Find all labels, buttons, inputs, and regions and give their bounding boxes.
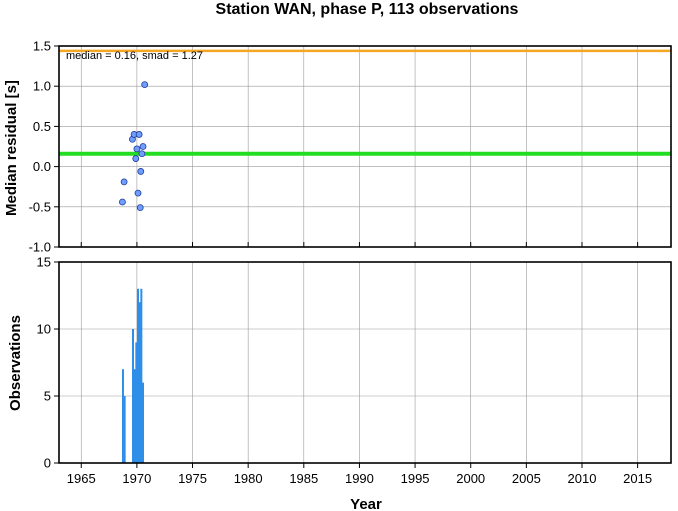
- residual-grid: [59, 45, 671, 248]
- x-tick-label: 2010: [568, 471, 597, 486]
- observation-bar: [123, 396, 126, 463]
- residual-point: [135, 131, 143, 138]
- chart-title: Station WAN, phase P, 113 observations: [216, 1, 519, 18]
- observation-bar: [133, 369, 136, 463]
- residual-point: [138, 150, 146, 158]
- residual-point: [132, 155, 140, 162]
- observation-bar: [140, 288, 143, 463]
- residual-point: [141, 81, 149, 88]
- x-axis-ticks: 1965 1970 1975 1980 1985 1990 1995 2000 2005 2010…: [67, 463, 652, 486]
- residual-y-tick-label: -1.0: [29, 240, 51, 255]
- residual-point: [134, 189, 142, 197]
- x-tick-label: 1985: [289, 471, 318, 486]
- x-tick-label: 1980: [234, 471, 263, 486]
- residual-point: [139, 143, 147, 150]
- x-tick-label: 1965: [67, 471, 96, 486]
- observations-panel: 0 5 10 15 1965 1970 1975 1980 1985 1990 1995 2000 2…: [7, 255, 672, 511]
- x-tick-label: 2000: [456, 471, 485, 486]
- observation-bar: [121, 369, 124, 463]
- residual-y-tick-label: 0.0: [33, 159, 51, 174]
- x-tick-label: 1970: [122, 471, 151, 486]
- x-tick-label: 1975: [178, 471, 207, 486]
- observations-y-ticks: 0 5 10 15: [37, 255, 59, 471]
- x-tick-label: 1990: [345, 471, 374, 486]
- residual-point: [120, 178, 128, 186]
- residual-point: [136, 204, 144, 212]
- x-tick-label: 2005: [512, 471, 541, 486]
- observation-bar: [135, 342, 138, 463]
- residual-panel: -1.0 -0.5 0.0 0.5 1.0 1.5 median = 0.16, smad…: [3, 39, 672, 255]
- x-tick-label: 2015: [623, 471, 652, 486]
- observations-y-axis-label: Observations: [7, 315, 24, 411]
- residual-y-tick-label: 1.0: [33, 79, 51, 94]
- observations-y-tick-label: 0: [44, 456, 51, 471]
- residual-point: [133, 145, 141, 153]
- observations-y-tick-label: 5: [44, 389, 51, 404]
- residual-y-tick-label: 1.5: [33, 39, 51, 54]
- residual-y-tick-label: -0.5: [29, 199, 51, 214]
- observations-frame: [58, 261, 672, 464]
- reference-lines: [59, 49, 671, 156]
- residual-y-tick-label: 0.5: [33, 119, 51, 134]
- stats-annotation: median = 0.16, smad = 1.27: [66, 50, 203, 62]
- residual-y-axis-label: Median residual [s]: [3, 80, 20, 216]
- observation-bar: [138, 302, 141, 463]
- observation-bar: [142, 382, 145, 463]
- x-axis-label: Year: [350, 496, 382, 511]
- observation-bars: [121, 288, 145, 463]
- residual-y-ticks: -1.0 -0.5 0.0 0.5 1.0 1.5: [29, 39, 59, 255]
- residual-points: [119, 81, 149, 212]
- observation-bar: [131, 329, 134, 463]
- observation-bar: [137, 288, 140, 463]
- observations-y-tick-label: 15: [37, 255, 51, 270]
- x-tick-label: 1995: [401, 471, 430, 486]
- residual-frame: [58, 45, 672, 248]
- observations-grid: [59, 261, 671, 464]
- residual-point: [137, 168, 145, 175]
- observations-y-tick-label: 10: [37, 322, 51, 337]
- residual-point: [119, 198, 126, 206]
